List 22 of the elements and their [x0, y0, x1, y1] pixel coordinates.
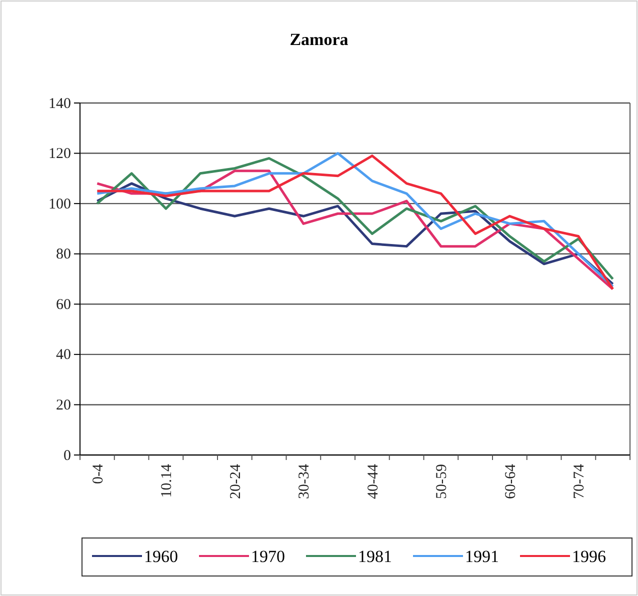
- y-tick-label: 40: [56, 347, 71, 364]
- x-tick-label: 60-64: [502, 464, 519, 499]
- x-tick-label: 0-4: [90, 464, 106, 484]
- x-tick-label: 70-74: [572, 464, 588, 499]
- x-tick-label: 20-24: [228, 464, 244, 499]
- y-tick-label: 140: [48, 96, 71, 112]
- y-tick-label: 80: [56, 246, 71, 263]
- legend-label: 1970: [251, 547, 285, 566]
- chart-title: Zamora: [290, 30, 349, 49]
- y-tick-label: 120: [48, 146, 71, 162]
- x-tick-label: 10.14: [159, 464, 176, 498]
- y-tick-label: 20: [56, 398, 71, 414]
- x-tick-label: 30-34: [296, 464, 313, 499]
- legend-label: 1960: [144, 547, 178, 566]
- y-tick-label: 100: [48, 196, 71, 212]
- x-tick-label: 40-44: [365, 464, 382, 499]
- legend-label: 1996: [572, 547, 606, 566]
- legend-label: 1981: [358, 547, 392, 566]
- y-tick-label: 0: [64, 448, 71, 464]
- x-tick-label: 50-59: [434, 464, 450, 499]
- legend-label: 1991: [465, 547, 499, 566]
- y-tick-label: 60: [56, 296, 71, 313]
